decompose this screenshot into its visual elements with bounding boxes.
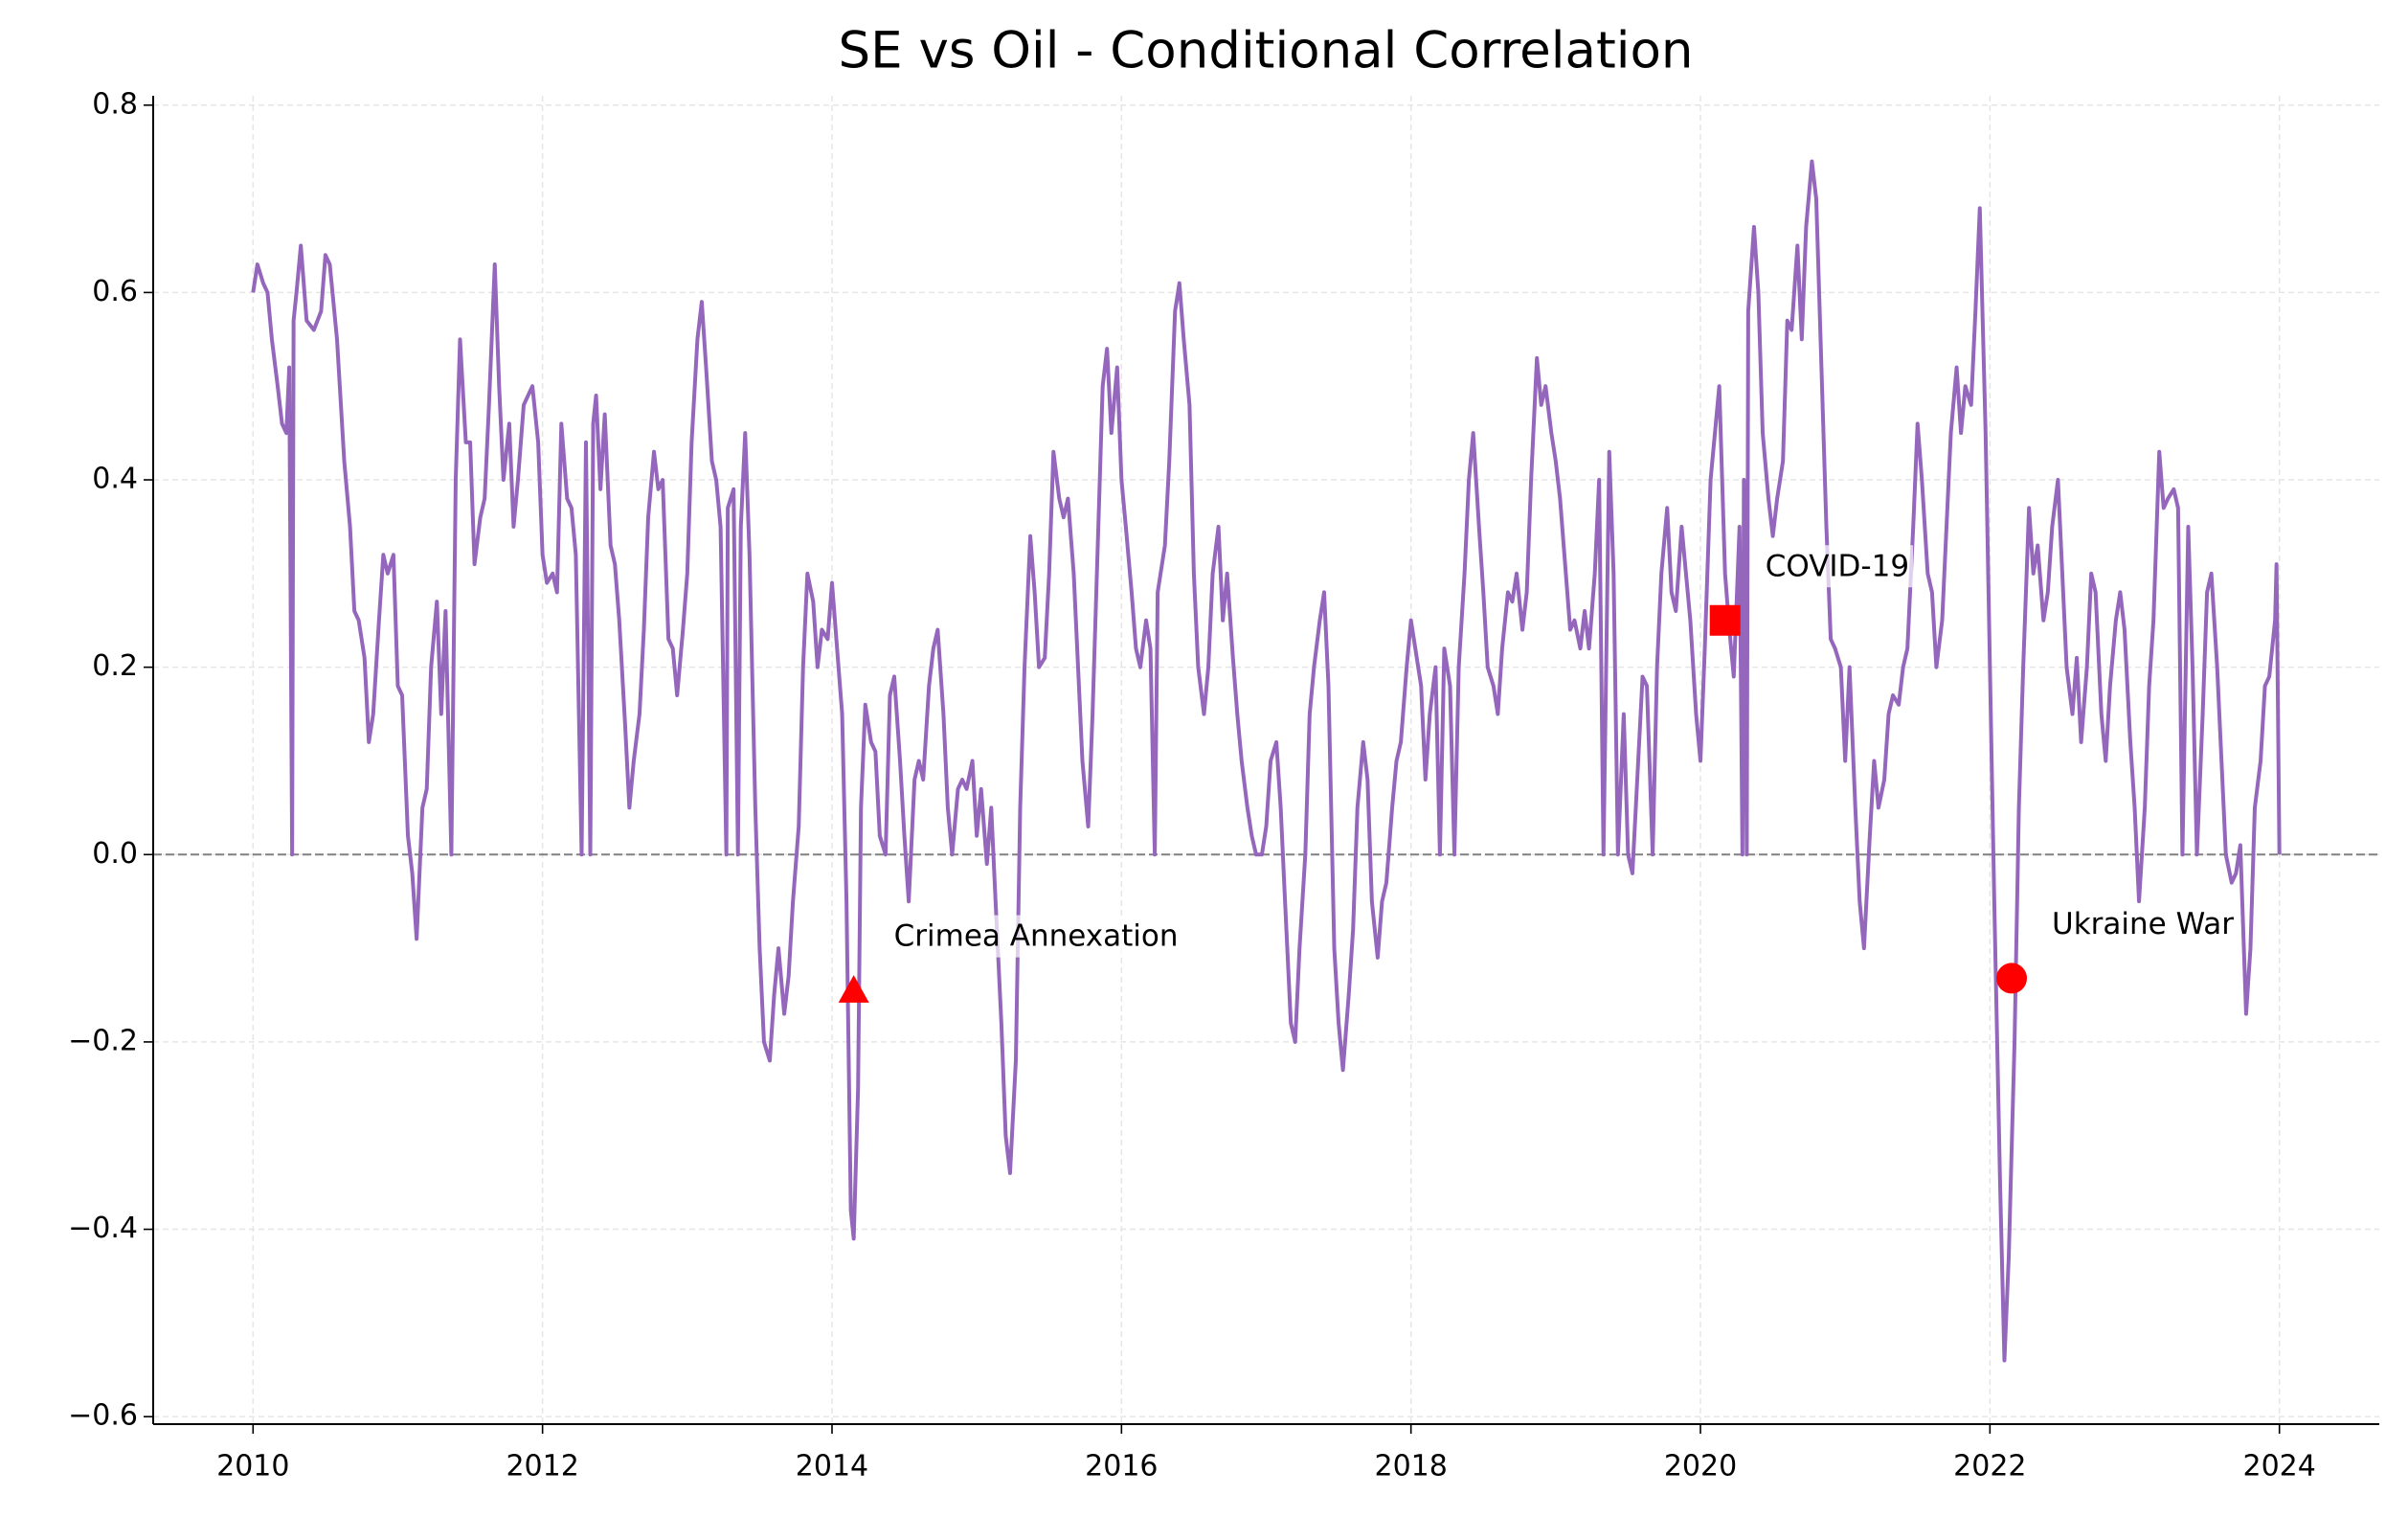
x-tick-label: 2014	[796, 1450, 868, 1484]
chart-title: SE vs Oil - Conditional Correlation	[838, 22, 1693, 80]
x-tick-label: 2010	[216, 1450, 289, 1484]
y-tick-label: −0.4	[68, 1212, 138, 1245]
x-tick-label: 2018	[1374, 1450, 1447, 1484]
x-tick-label: 2016	[1085, 1450, 1158, 1484]
annotation-label: COVID-19	[1766, 549, 1909, 583]
y-tick-label: 0.6	[92, 275, 138, 308]
annotation-background	[1761, 545, 1914, 588]
event-marker	[1996, 963, 2028, 994]
annotation-label: Ukraine War	[2052, 907, 2234, 941]
annotation-label: Crimea Annexation	[894, 919, 1179, 954]
annotation-background	[2048, 902, 2239, 945]
y-tick-label: 0.0	[92, 837, 138, 871]
annotation-background	[889, 915, 1182, 958]
x-tick-label: 2022	[1953, 1450, 2026, 1484]
annotation: Ukraine War	[2048, 902, 2239, 945]
y-tick-label: 0.2	[92, 649, 138, 683]
x-tick-label: 2012	[506, 1450, 578, 1484]
x-tick-label: 2024	[2243, 1450, 2316, 1484]
series-line	[251, 159, 2282, 1363]
annotation: Crimea Annexation	[889, 915, 1182, 958]
event-marker	[1709, 604, 1741, 636]
y-tick-label: 0.8	[92, 87, 138, 121]
event-marker	[838, 975, 869, 1003]
x-tick-label: 2020	[1664, 1450, 1737, 1484]
y-tick-label: −0.6	[68, 1399, 138, 1433]
y-tick-label: 0.4	[92, 463, 138, 496]
y-tick-label: −0.2	[68, 1024, 138, 1057]
annotation: COVID-19	[1761, 545, 1914, 588]
